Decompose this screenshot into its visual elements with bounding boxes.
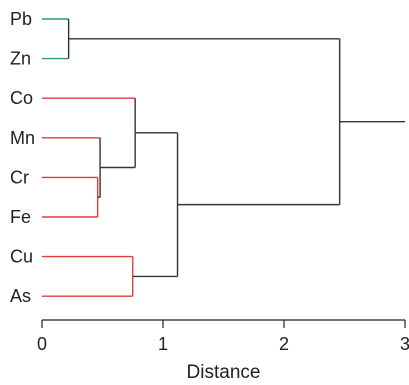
leaf-label-pb: Pb <box>10 9 32 29</box>
dendrogram-links <box>42 18 405 297</box>
leaf-label-zn: Zn <box>10 49 31 69</box>
leaf-label-as: As <box>10 286 31 306</box>
x-tick-label-0: 0 <box>37 334 47 354</box>
x-axis-title: Distance <box>187 362 261 383</box>
x-axis: 0 1 2 3 <box>37 319 409 354</box>
leaf-label-mn: Mn <box>10 128 35 148</box>
leaf-label-co: Co <box>10 88 33 108</box>
x-tick-label-1: 1 <box>158 334 168 354</box>
leaf-labels: Pb Zn Co Mn Cr Fe Cu As <box>10 9 35 306</box>
leaf-label-fe: Fe <box>10 207 31 227</box>
leaf-label-cr: Cr <box>10 167 29 187</box>
x-tick-label-2: 2 <box>279 334 289 354</box>
x-tick-label-3: 3 <box>400 334 409 354</box>
x-axis-ticks: 0 1 2 3 <box>37 320 409 354</box>
leaf-label-cu: Cu <box>10 247 33 267</box>
